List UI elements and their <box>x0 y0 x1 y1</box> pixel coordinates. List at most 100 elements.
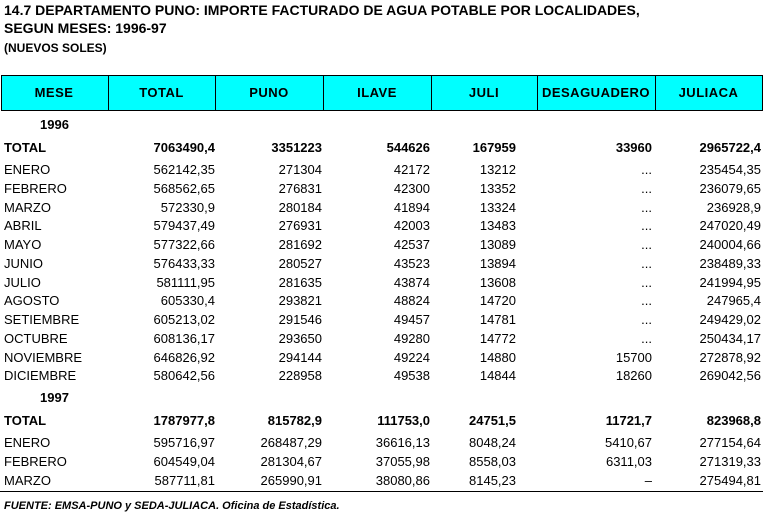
row-label: MARZO <box>4 472 51 488</box>
cell: 42537 <box>393 237 430 252</box>
cell: 13352 <box>479 180 516 196</box>
cell: 15700 <box>615 349 652 365</box>
header-divider <box>108 75 109 111</box>
cell: 235454,35 <box>699 162 761 177</box>
cell: 167959 <box>472 140 516 155</box>
cell: 14880 <box>479 349 516 365</box>
cell: 49224 <box>393 349 430 365</box>
cell: 5410,67 <box>605 435 652 450</box>
cell: 576433,33 <box>153 255 215 271</box>
cell: 14772 <box>479 330 516 346</box>
units: (NUEVOS SOLES) <box>4 41 107 55</box>
cell: 42003 <box>393 218 430 234</box>
row-label: JUNIO <box>4 255 43 271</box>
subtitle: SEGUN MESES: 1996-97 <box>4 20 167 36</box>
cell: 111753,0 <box>377 413 430 428</box>
cell: ... <box>641 274 652 290</box>
row-label: ABRIL <box>4 218 42 234</box>
cell: 269042,56 <box>699 368 761 384</box>
cell: 281304,67 <box>260 453 322 469</box>
cell: 823968,8 <box>706 413 761 428</box>
cell: 14781 <box>479 312 516 327</box>
cell: 18260 <box>615 368 652 384</box>
cell: ... <box>641 199 652 215</box>
cell: 13483 <box>479 218 516 234</box>
cell: 13089 <box>479 237 516 252</box>
cell: 281635 <box>278 274 322 290</box>
cell: 281692 <box>278 237 322 252</box>
cell: 268487,29 <box>260 435 322 450</box>
row-label: OCTUBRE <box>4 330 68 346</box>
cell: 568562,65 <box>153 180 215 196</box>
cell: 587711,81 <box>154 472 216 488</box>
cell: 562142,35 <box>153 162 215 177</box>
cell: 3351223 <box>271 140 322 155</box>
cell: 646826,92 <box>153 349 215 365</box>
cell: 581111,95 <box>156 274 215 290</box>
cell: ... <box>641 237 652 252</box>
column-header: MESE <box>34 85 74 100</box>
cell: 43874 <box>393 274 430 290</box>
cell: 41894 <box>393 199 430 215</box>
cell: 2965722,4 <box>699 140 761 155</box>
cell: 291546 <box>278 312 322 327</box>
cell: 11721,7 <box>605 413 652 428</box>
cell: 249429,02 <box>699 312 761 327</box>
title: 14.7 DEPARTAMENTO PUNO: IMPORTE FACTURAD… <box>4 2 640 18</box>
header-divider <box>431 75 432 111</box>
cell: ... <box>641 218 652 234</box>
cell: 240004,66 <box>699 237 761 252</box>
column-header: DESAGUADERO <box>541 85 651 100</box>
cell: 48824 <box>393 293 430 309</box>
cell: 277154,64 <box>699 435 761 450</box>
cell: 8145,23 <box>469 472 516 488</box>
cell: – <box>644 472 652 488</box>
cell: 33960 <box>615 140 652 155</box>
cell: 275494,81 <box>699 472 761 488</box>
cell: 43523 <box>393 255 430 271</box>
header-divider <box>215 75 216 111</box>
row-label: ENERO <box>4 435 51 450</box>
column-header: JULIACA <box>678 85 739 100</box>
cell: 608136,17 <box>153 330 215 346</box>
cell: 250434,17 <box>699 330 761 346</box>
header-divider <box>537 75 538 111</box>
cell: 13894 <box>479 255 516 271</box>
cell: 42172 <box>393 162 430 177</box>
cell: 236079,65 <box>699 180 761 196</box>
cell: 815782,9 <box>267 413 322 428</box>
row-label: ENERO <box>4 162 51 177</box>
year: 1997 <box>40 390 69 405</box>
header-divider <box>655 75 656 111</box>
cell: 36616,13 <box>375 435 430 450</box>
row-label: SETIEMBRE <box>4 312 80 327</box>
cell: 280184 <box>278 199 322 215</box>
cell: 24751,5 <box>469 413 516 428</box>
cell: ... <box>641 162 652 177</box>
column-header: JULI <box>468 85 500 100</box>
cell: 238489,33 <box>699 255 761 271</box>
cell: 13324 <box>479 199 516 215</box>
cell: 293650 <box>278 330 322 346</box>
row-label: TOTAL <box>4 413 47 428</box>
cell: 8048,24 <box>469 435 516 450</box>
cell: 37055,98 <box>375 453 430 469</box>
row-label: FEBRERO <box>4 180 67 196</box>
cell: 276831 <box>278 180 322 196</box>
cell: 38080,86 <box>375 472 430 488</box>
cell: 605330,4 <box>160 293 215 309</box>
cell: 580642,56 <box>153 368 215 384</box>
cell: 7063490,4 <box>153 140 215 155</box>
cell: 265990,91 <box>260 472 322 488</box>
cell: 605213,02 <box>153 312 215 327</box>
cell: ... <box>641 312 652 327</box>
cell: 595716,97 <box>153 435 215 450</box>
row-label: JULIO <box>4 274 41 290</box>
cell: 6311,03 <box>605 453 652 469</box>
cell: 42300 <box>393 180 430 196</box>
row-label: AGOSTO <box>4 293 60 309</box>
cell: 272878,92 <box>699 349 761 365</box>
cell: ... <box>641 293 652 309</box>
column-header: ILAVE <box>357 85 397 100</box>
cell: 228958 <box>278 368 322 384</box>
